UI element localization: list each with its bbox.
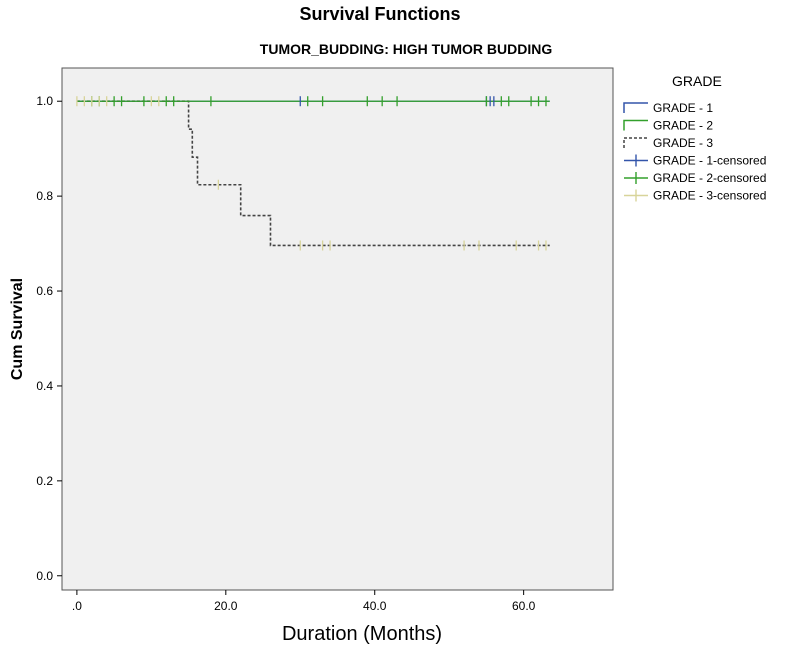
y-tick-label: 0.4 bbox=[36, 379, 53, 393]
y-axis-label: Cum Survival bbox=[9, 278, 26, 380]
x-tick-label: 60.0 bbox=[512, 599, 536, 613]
legend-item: GRADE - 3 bbox=[623, 136, 713, 150]
x-axis-label: Duration (Months) bbox=[282, 623, 442, 645]
legend-item: GRADE - 2-censored bbox=[624, 171, 766, 185]
grade-3-line bbox=[76, 100, 550, 247]
chart-title: Survival Functions bbox=[299, 4, 460, 24]
series-layer bbox=[76, 100, 550, 247]
legend-line-swatch bbox=[623, 119, 648, 131]
legend-line-swatch bbox=[623, 102, 648, 113]
y-tick-label: 0.8 bbox=[36, 189, 53, 203]
legend-label: GRADE - 1-censored bbox=[653, 154, 766, 168]
chart-subtitle: TUMOR_BUDDING: HIGH TUMOR BUDDING bbox=[260, 41, 553, 57]
y-axis: 0.0 0.2 0.4 0.6 0.8 1.0 bbox=[36, 94, 62, 583]
legend-item: GRADE - 3-censored bbox=[624, 189, 766, 203]
legend-title: GRADE bbox=[672, 73, 722, 89]
legend-label: GRADE - 2 bbox=[653, 119, 713, 133]
legend-item: GRADE - 1 bbox=[623, 101, 713, 115]
legend-label: GRADE - 2-censored bbox=[653, 171, 766, 185]
y-tick-label: 1.0 bbox=[36, 94, 53, 108]
x-tick-label: 20.0 bbox=[214, 599, 238, 613]
legend-label: GRADE - 3-censored bbox=[653, 189, 766, 203]
legend-label: GRADE - 1 bbox=[653, 101, 713, 115]
y-tick-label: 0.0 bbox=[36, 569, 53, 583]
legend-item: GRADE - 1-censored bbox=[624, 154, 766, 168]
y-tick-label: 0.6 bbox=[36, 284, 53, 298]
plot-area bbox=[61, 67, 614, 591]
x-axis: .0 20.0 40.0 60.0 bbox=[72, 590, 536, 613]
legend-label: GRADE - 3 bbox=[653, 136, 713, 150]
x-tick-label: 40.0 bbox=[363, 599, 387, 613]
y-tick-label: 0.2 bbox=[36, 474, 53, 488]
x-tick-label: .0 bbox=[72, 599, 82, 613]
legend: GRADE GRADE - 1 GRADE - 2 GRADE - 3 GRADE -… bbox=[623, 73, 766, 203]
legend-item: GRADE - 2 bbox=[623, 119, 713, 133]
censor-layer bbox=[76, 96, 547, 251]
legend-line-swatch bbox=[623, 137, 648, 148]
